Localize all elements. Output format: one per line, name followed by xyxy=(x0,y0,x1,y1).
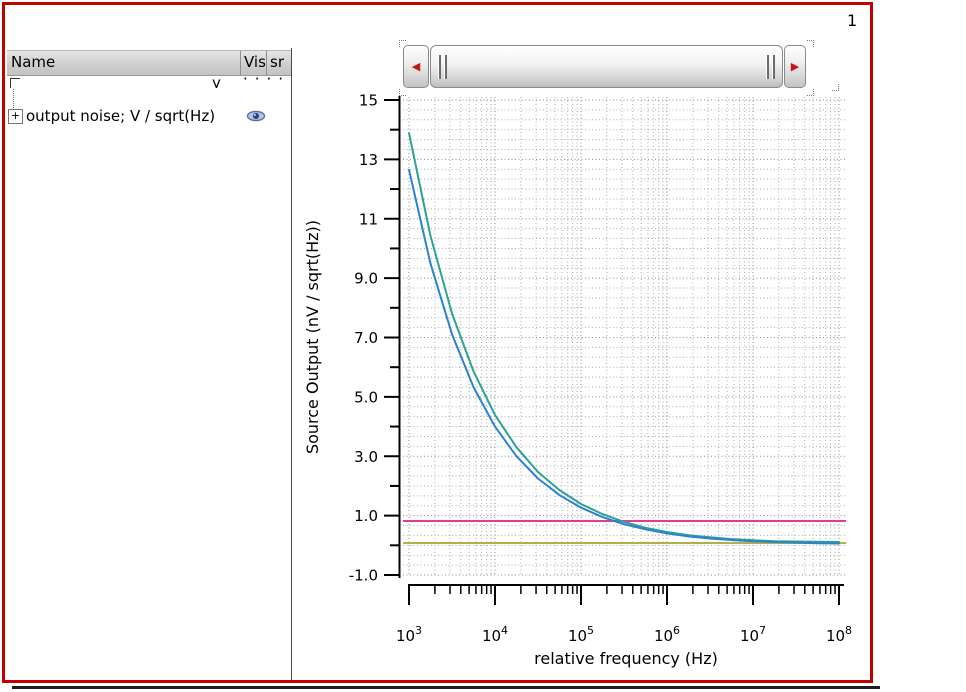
y-tick-label: 7.0 xyxy=(354,329,378,347)
x-axis: 103 104 105 106 107 108 xyxy=(396,584,852,645)
x-tick-label: 108 xyxy=(826,624,852,645)
column-header-name[interactable]: Name xyxy=(11,53,56,71)
y-tick-label: -1.0 xyxy=(349,567,378,585)
scrollbar-corner-mark xyxy=(399,40,406,47)
noise-plot-canvas[interactable]: 15 13 11 9.0 7.0 5.0 3.0 1.0 -1.0 103 104 105 106 107… xyxy=(298,30,858,678)
thumb-right-grip-icon[interactable] xyxy=(766,54,775,79)
tree-branch-line xyxy=(13,89,15,110)
x-tick-label: 107 xyxy=(740,624,766,645)
scroll-right-button[interactable]: ▶ xyxy=(784,45,806,88)
x-tick-label: 105 xyxy=(568,624,594,645)
scrollbar-thumb[interactable] xyxy=(430,45,783,88)
column-divider[interactable] xyxy=(266,51,267,75)
y-axis: 15 13 11 9.0 7.0 5.0 3.0 1.0 -1.0 xyxy=(349,92,401,585)
y-tick-label: 13 xyxy=(359,151,378,169)
window-shadow xyxy=(12,686,880,689)
x-tick-label: 106 xyxy=(654,624,680,645)
scroll-left-button[interactable]: ◀ xyxy=(403,45,429,88)
horizontal-scrollbar[interactable]: ◀ ▶ xyxy=(403,45,806,88)
clipped-text-fragment: y xyxy=(212,75,221,88)
signal-row-output-noise[interactable]: + output noise; V / sqrt(Hz) xyxy=(7,105,290,127)
page-number-label: 1 xyxy=(847,11,858,30)
waveform-window: Name Vis sr y ···· + output noise; V / s… xyxy=(2,2,880,689)
y-tick-label: 15 xyxy=(359,92,378,110)
scrollbar-corner-mark xyxy=(399,89,406,96)
scrollbar-corner-mark xyxy=(807,89,814,96)
column-header-vis[interactable]: Vis xyxy=(244,53,266,71)
visibility-eye-icon[interactable] xyxy=(246,109,266,127)
clipped-signal-row: y ···· xyxy=(7,75,290,88)
scrollbar-corner-mark xyxy=(807,40,814,47)
plot-traces[interactable] xyxy=(403,132,846,545)
scroll-right-arrow-icon: ▶ xyxy=(790,60,800,73)
y-tick-label: 5.0 xyxy=(354,388,378,406)
y-axis-title: Source Output (nV / sqrt(Hz)) xyxy=(303,220,322,454)
column-header-src[interactable]: sr xyxy=(270,53,284,71)
x-tick-label: 103 xyxy=(396,624,422,645)
x-axis-title: relative frequency (Hz) xyxy=(534,649,718,668)
y-tick-label: 9.0 xyxy=(354,270,378,288)
y-tick-label: 3.0 xyxy=(354,448,378,466)
panel-plot-divider[interactable] xyxy=(291,48,292,680)
output-noise-curve-b[interactable] xyxy=(408,168,840,545)
plot-corner-mark xyxy=(832,84,839,91)
column-divider[interactable] xyxy=(240,51,241,75)
thumb-left-grip-icon[interactable] xyxy=(438,54,447,79)
signal-table-header: Name Vis sr xyxy=(7,50,291,76)
tree-expander-icon[interactable]: + xyxy=(8,109,23,124)
y-tick-label: 11 xyxy=(359,210,378,228)
clipped-expander-fragment xyxy=(10,78,20,88)
clipped-dots-fragment: ···· xyxy=(243,75,290,88)
signal-label[interactable]: output noise; V / sqrt(Hz) xyxy=(26,107,216,125)
y-tick-label: 1.0 xyxy=(354,507,378,525)
scroll-left-arrow-icon: ◀ xyxy=(411,60,421,73)
plot-grid xyxy=(403,97,846,576)
x-tick-label: 104 xyxy=(482,624,508,645)
